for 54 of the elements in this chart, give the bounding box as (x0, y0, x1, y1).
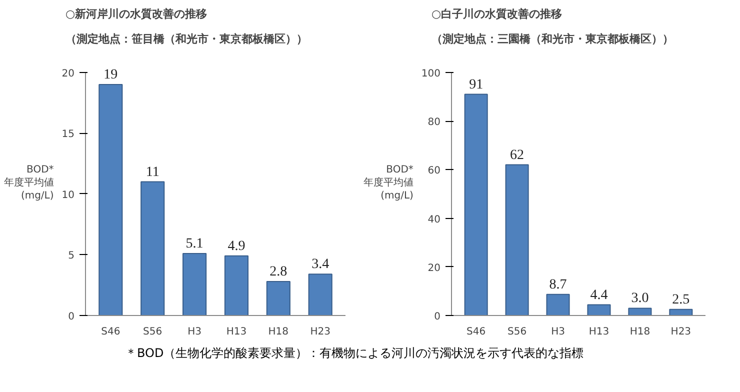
bar (669, 308, 693, 316)
y-tick-label: 15 (62, 129, 75, 140)
bar (224, 255, 248, 316)
bar (140, 181, 165, 316)
x-tick-label: H13 (226, 326, 247, 338)
data-label: 4.4 (590, 288, 608, 303)
data-label: 2.8 (270, 264, 288, 280)
data-label: 8.7 (549, 277, 567, 292)
data-label: 19 (104, 68, 118, 83)
y-tick-label: 20 (428, 262, 441, 274)
chart-title: ○白子川の水質改善の推移 (432, 8, 562, 20)
x-tick-label: H3 (551, 326, 565, 338)
y-tick-label: 60 (428, 166, 441, 177)
bar (628, 308, 652, 316)
chart-title: ○新河岸川の水質改善の推移 (66, 8, 208, 20)
data-label: 11 (146, 164, 160, 180)
data-label: 91 (469, 77, 484, 92)
y-tick-label: 40 (428, 214, 441, 226)
data-label: 3.0 (631, 291, 649, 306)
x-tick-label: S56 (508, 326, 527, 338)
y-tick-label: 20 (62, 68, 75, 80)
bar (308, 274, 332, 316)
x-tick-label: S46 (101, 326, 120, 338)
data-label: 4.9 (228, 238, 246, 254)
y-tick-label: 0 (434, 312, 441, 322)
data-label: 2.5 (672, 292, 690, 308)
x-tick-label: H13 (588, 326, 610, 338)
bar (587, 304, 611, 316)
bar (266, 280, 290, 316)
bar (546, 294, 570, 316)
bar (464, 94, 488, 316)
bar (505, 164, 529, 316)
y-tick-label: 10 (62, 190, 75, 201)
data-label: 5.1 (186, 236, 204, 252)
x-tick-label: H23 (310, 326, 330, 338)
y-tick-label: 5 (68, 250, 75, 262)
data-label: 3.4 (312, 257, 330, 272)
data-label: 62 (510, 148, 524, 163)
y-axis-title: BOD* 年度平均値 (mg/L) (4, 164, 54, 202)
x-tick-label: H18 (630, 326, 650, 338)
y-axis-title: BOD* 年度平均値 (mg/L) (363, 164, 414, 202)
x-tick-label: S56 (143, 326, 162, 338)
y-tick-label: 80 (428, 117, 441, 128)
y-tick-label: 0 (68, 312, 75, 322)
x-tick-label: H18 (268, 326, 289, 338)
y-tick-label: 100 (421, 68, 441, 80)
chart-subtitle: （測定地点：笹目橋（和光市・東京都板橋区）） (66, 32, 308, 46)
bar (182, 253, 207, 316)
x-tick-label: H3 (188, 326, 202, 338)
x-tick-label: S46 (466, 326, 486, 338)
text: ＊BOD（生物化学的酸素要求量）：有機物による河川の汚濁状況を示す代表的な指標 (125, 345, 584, 362)
chart-subtitle: （測定地点：三園橋（和光市・東京都板橋区）） (432, 32, 674, 46)
x-tick-label: H23 (670, 326, 692, 338)
bar (98, 84, 123, 316)
